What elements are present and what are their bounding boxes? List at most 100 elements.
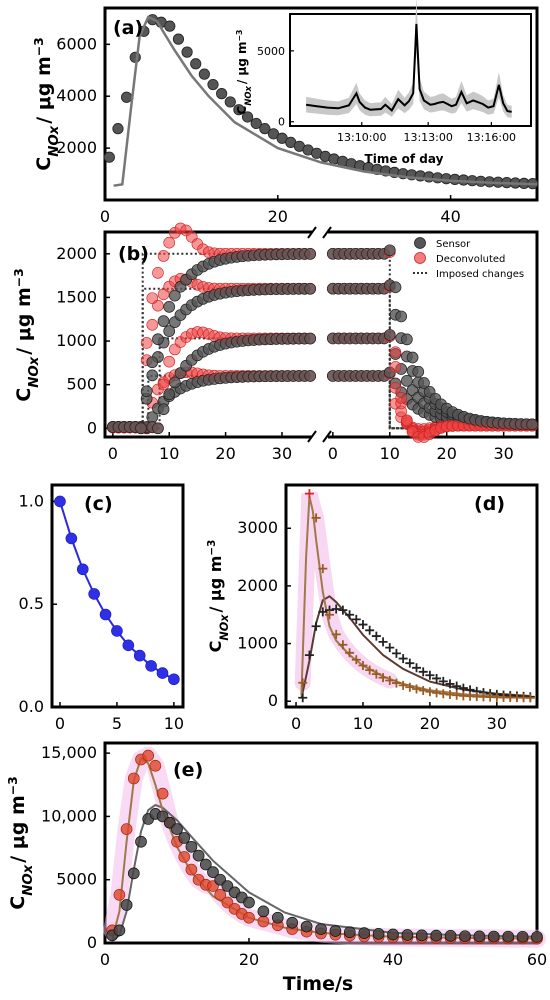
data-point [241, 111, 254, 123]
sensor-point [135, 835, 147, 848]
sensor-point [157, 315, 170, 327]
sensor-point [406, 351, 419, 364]
sensor-point [473, 930, 486, 943]
sensor-point [345, 610, 355, 620]
sensor-point [304, 282, 317, 295]
y-tick-label: 0 [268, 691, 278, 710]
deconvoluted-point [243, 911, 255, 924]
sensor-point [135, 422, 147, 435]
deconvoluted-point [156, 787, 169, 800]
deconvoluted-point [385, 675, 395, 685]
x-tick-label: 10 [380, 444, 400, 463]
deconvoluted-point [395, 392, 407, 404]
y-tick-label: 1000 [56, 331, 97, 350]
sensor-point [401, 333, 413, 346]
inset-x-tick-label: 13:13:00 [403, 131, 452, 144]
deconvoluted-point [365, 665, 375, 675]
y-tick-label: 1000 [237, 634, 278, 653]
sensor-point [168, 376, 181, 389]
sensor-point [257, 905, 270, 918]
sensor-point [315, 923, 327, 935]
sensor-point [304, 370, 317, 382]
sensor-point [372, 928, 385, 940]
deconvoluted-point [401, 414, 413, 427]
inset-xlabel: Time of day [365, 152, 444, 166]
sensor-point [207, 866, 219, 878]
sensor-point [185, 840, 198, 853]
deconvoluted-point [325, 610, 335, 620]
deconvoluted-point [425, 687, 435, 697]
sensor-point [113, 924, 126, 937]
sensor-point [338, 605, 348, 615]
panel-c: 0 5 10 0.0 0.5 1.0 (c) [19, 483, 185, 733]
inset-x-tick-label: 13:16:00 [467, 131, 516, 144]
deconvoluted-point [412, 684, 422, 694]
data-point [145, 660, 157, 672]
y-tick-label: 0 [87, 933, 97, 952]
sensor-point [452, 681, 462, 691]
data-point [198, 68, 210, 80]
panel-c-label: (c) [84, 493, 113, 515]
y-tick-label: 10,000 [41, 806, 97, 825]
y-tick-label: 0 [87, 418, 97, 437]
axis-break-gap-bottom [312, 427, 328, 445]
legend-swatch-deconvoluted [414, 252, 426, 264]
panel-e: 0 20 40 60 0 5000 10,000 15,000 (e) CNOx/ μg m−… [6, 741, 547, 995]
x-tick-label: 30 [487, 714, 507, 733]
sensor-point [298, 693, 308, 703]
deconvoluted-point [113, 889, 126, 901]
y-tick-label: 3000 [237, 518, 278, 537]
deconvoluted-point [389, 346, 402, 358]
deconvoluted-point [351, 655, 361, 665]
sensor-point [378, 637, 388, 647]
x-tick-label: 20 [239, 950, 259, 969]
series-line [59, 501, 175, 681]
deconvoluted-point [214, 889, 227, 901]
data-point [164, 20, 176, 32]
sensor-point [430, 929, 443, 942]
sensor-point [385, 643, 395, 653]
y-tick-label: 2000 [237, 576, 278, 595]
sensor-point [531, 931, 543, 943]
deconvoluted-point [163, 355, 176, 368]
deconvoluted-point [389, 361, 402, 373]
sensor-point [418, 377, 430, 389]
data-point [122, 639, 135, 652]
legend-label-imposed: Imposed changes [436, 269, 524, 280]
sensor-point [157, 403, 170, 416]
data-point [112, 123, 124, 135]
deconvoluted-point [140, 337, 153, 349]
data-point [224, 96, 236, 108]
panel-a-frame [103, 6, 539, 202]
sensor-point [140, 385, 153, 398]
deconvoluted-point [163, 236, 176, 249]
sensor-point [152, 333, 164, 346]
sensor-point [444, 930, 457, 942]
sensor-point [438, 676, 448, 686]
data-point [121, 91, 133, 103]
sensor-point [127, 867, 140, 880]
panel-b: 0 10 20 30 0 10 20 30 0 500 1000 1500 2000 (b) CNOx/… [12, 222, 539, 463]
sensor-point [458, 683, 468, 693]
sensor-point [412, 663, 422, 673]
sensor-point [152, 422, 164, 435]
x-tick-label: 60 [527, 950, 547, 969]
sensor-point [401, 929, 414, 941]
sensor-point [418, 667, 428, 677]
legend-swatch-sensor [414, 237, 426, 249]
x-tick-label: 20 [268, 207, 288, 226]
deconvoluted-point [525, 693, 535, 703]
sensor-point [146, 356, 159, 369]
sensor-point [171, 823, 183, 835]
y-tick-label: 4000 [56, 86, 97, 105]
data-point [259, 123, 271, 135]
sensor-point [526, 418, 539, 431]
sensor-point [398, 654, 408, 664]
data-point [156, 667, 169, 679]
sensor-point [163, 325, 176, 337]
sensor-point [432, 673, 442, 683]
data-point [129, 51, 141, 63]
deconvoluted-point [398, 680, 408, 690]
x-tick-label: 0 [108, 444, 118, 463]
